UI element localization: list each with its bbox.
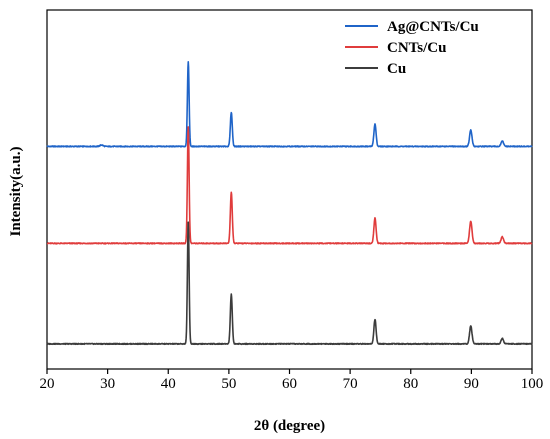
x-tick-label: 50	[221, 376, 236, 392]
x-axis-ticks: 20 30 40 50 60 70 80 90 100	[40, 369, 544, 392]
x-tick-label: 80	[403, 376, 418, 392]
x-tick-label: 60	[282, 376, 297, 392]
legend: Ag@CNTs/Cu CNTs/Cu Cu	[345, 19, 479, 77]
legend-label: Cu	[387, 61, 406, 77]
series-layer	[46, 61, 533, 346]
x-tick-label: 30	[100, 376, 115, 392]
y-axis-title: Intensity(a.u.)	[8, 146, 24, 236]
x-tick-label: 100	[521, 376, 544, 392]
plot-frame	[46, 9, 533, 370]
x-tick-label: 40	[161, 376, 176, 392]
legend-label: CNTs/Cu	[387, 40, 446, 56]
legend-label: Ag@CNTs/Cu	[387, 19, 479, 35]
x-tick-label: 20	[40, 376, 55, 392]
x-axis-title: 2θ (degree)	[254, 418, 325, 434]
series-line-cu	[46, 221, 533, 346]
x-tick-label: 70	[343, 376, 358, 392]
x-tick-label: 90	[464, 376, 479, 392]
series-line-ag-cnts-cu	[46, 61, 533, 148]
series-line-cnts-cu	[46, 126, 533, 245]
